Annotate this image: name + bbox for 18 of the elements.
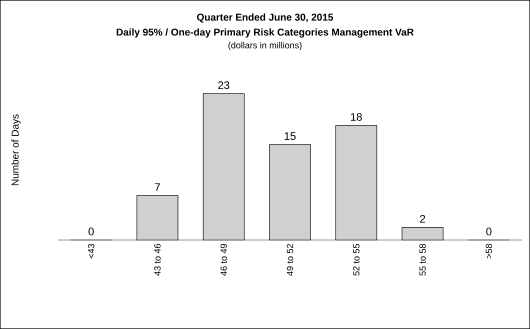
- y-axis-title: Number of Days: [11, 114, 21, 186]
- x-tick-label: 49 to 52: [286, 244, 294, 276]
- x-tick-label: 43 to 46: [154, 244, 161, 276]
- x-tick-label: 46 to 49: [220, 244, 227, 276]
- data-label: 23: [218, 81, 230, 90]
- data-label: 0: [486, 228, 492, 236]
- chart-title: Quarter Ended June 30, 2015: [197, 13, 334, 23]
- data-label: 2: [420, 215, 426, 223]
- data-label: 7: [154, 183, 160, 191]
- chart-subtitle: Daily 95% / One-day Primary Risk Categories Management VaR: [116, 28, 414, 38]
- data-label: 18: [351, 113, 362, 121]
- x-tick-label: 52 to 55: [353, 244, 360, 276]
- x-tick-label: <43: [88, 244, 94, 258]
- x-tick-label: >58: [486, 244, 492, 258]
- x-tick-label: 55 to 58: [419, 244, 426, 276]
- data-label: 15: [284, 132, 296, 140]
- text: (dollars in millions): [228, 42, 302, 50]
- data-label: 0: [88, 228, 94, 236]
